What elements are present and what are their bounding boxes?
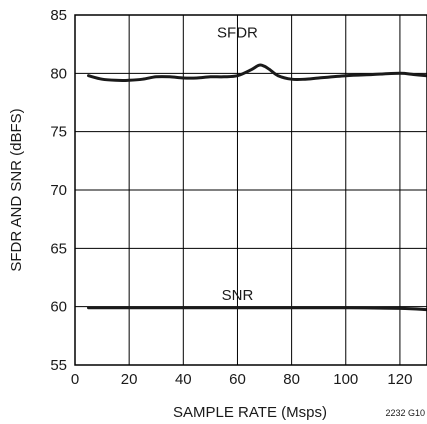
series-layer xyxy=(87,63,427,312)
series-line-sfdr xyxy=(87,63,427,82)
figure-code: 2232 G10 xyxy=(385,408,425,418)
x-tick-label: 20 xyxy=(121,371,138,388)
x-tick-labels: 0 20 40 60 80 100 120 xyxy=(71,371,413,388)
x-axis-title: SAMPLE RATE (Msps) xyxy=(173,404,327,421)
series-label-snr: SNR xyxy=(222,287,254,304)
y-tick-label: 70 xyxy=(50,182,67,199)
y-tick-label: 80 xyxy=(50,65,67,82)
y-tick-label: 75 xyxy=(50,124,67,141)
y-tick-labels: 55 60 65 70 75 80 85 xyxy=(50,7,67,374)
plot-frame xyxy=(74,14,427,366)
series-label-sfdr: SFDR xyxy=(217,25,258,42)
grid xyxy=(75,15,427,365)
y-tick-label: 85 xyxy=(50,7,67,24)
y-axis-title: SFDR AND SNR (dBFS) xyxy=(8,108,25,271)
y-tick-label: 65 xyxy=(50,240,67,257)
x-tick-label: 0 xyxy=(71,371,79,388)
x-tick-label: 120 xyxy=(387,371,412,388)
y-tick-label: 60 xyxy=(50,299,67,316)
x-tick-label: 40 xyxy=(175,371,192,388)
x-tick-label: 100 xyxy=(333,371,358,388)
x-tick-label: 80 xyxy=(283,371,300,388)
x-tick-label: 60 xyxy=(229,371,246,388)
series-line-snr xyxy=(87,306,427,312)
y-tick-label: 55 xyxy=(50,357,67,374)
